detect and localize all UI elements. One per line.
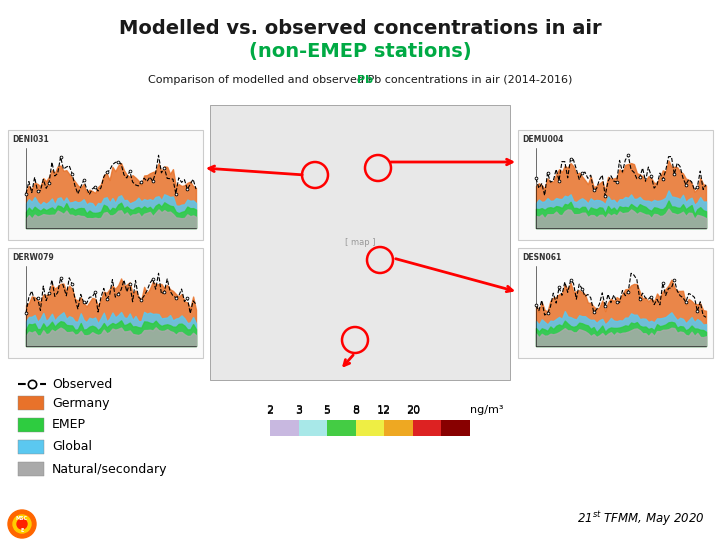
Circle shape (8, 510, 36, 538)
Text: DESN061: DESN061 (522, 253, 562, 262)
Text: Global: Global (52, 441, 92, 454)
Text: ng/m³: ng/m³ (470, 405, 503, 415)
Bar (18, 396, 44, 410)
Text: DENI031: DENI031 (12, 136, 49, 145)
Bar (518, 248, 713, 358)
Bar (356, 420, 384, 436)
Text: Observed: Observed (52, 377, 112, 390)
Bar (270, 420, 299, 436)
Text: 20: 20 (406, 406, 420, 416)
Text: 5: 5 (324, 405, 330, 415)
Text: 8: 8 (352, 406, 359, 416)
Text: Comparison of modelled and observed Pb concentrations in air (2014-2016): Comparison of modelled and observed Pb c… (148, 75, 572, 85)
Text: 2: 2 (266, 405, 274, 415)
Bar (441, 420, 470, 436)
Text: 12: 12 (377, 406, 392, 416)
Text: 21$^{st}$ TFMM, May 2020: 21$^{st}$ TFMM, May 2020 (577, 509, 705, 528)
Circle shape (17, 519, 27, 529)
Text: 2: 2 (266, 406, 274, 416)
Text: Pb: Pb (356, 75, 372, 85)
Bar (8, 130, 203, 240)
Text: 20: 20 (406, 405, 420, 415)
Bar (210, 105, 510, 380)
Text: 12: 12 (377, 405, 392, 415)
Bar (8, 248, 203, 358)
Bar (299, 420, 327, 436)
Bar (18, 440, 44, 454)
Text: (non-EMEP stations): (non-EMEP stations) (248, 43, 472, 62)
Text: Germany: Germany (52, 396, 109, 409)
Text: Modelled vs. observed concentrations in air: Modelled vs. observed concentrations in … (119, 18, 601, 37)
Text: [ map ]: [ map ] (345, 238, 375, 247)
Text: EMEP: EMEP (52, 418, 86, 431)
Circle shape (13, 515, 31, 533)
Text: MSC: MSC (16, 516, 28, 521)
Text: 8: 8 (352, 405, 359, 415)
Text: DERW079: DERW079 (12, 253, 54, 262)
Bar (18, 418, 44, 432)
Text: 5: 5 (324, 406, 330, 416)
Bar (384, 420, 413, 436)
Bar (518, 130, 713, 240)
Text: 3: 3 (295, 405, 302, 415)
Bar (327, 420, 356, 436)
Text: Natural/secondary: Natural/secondary (52, 462, 168, 476)
Text: E: E (20, 528, 24, 532)
Text: 3: 3 (295, 406, 302, 416)
Bar (18, 462, 44, 476)
Bar (413, 420, 441, 436)
Text: DEMU004: DEMU004 (522, 136, 563, 145)
